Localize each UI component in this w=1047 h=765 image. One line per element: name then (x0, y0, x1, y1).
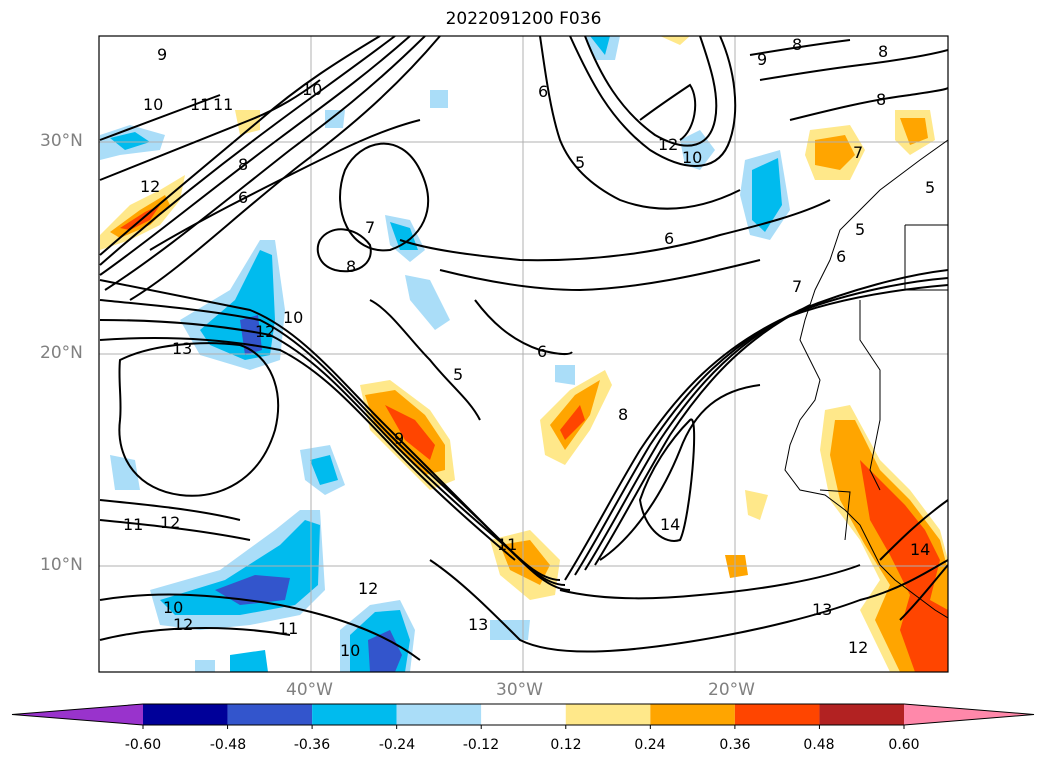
lon-label-40w: 40°W (286, 680, 333, 700)
contour-label: 8 (238, 155, 248, 174)
contour-labels: 9 10 11 11 10 12 8 6 7 8 6 5 12 10 9 8 8… (123, 35, 935, 660)
contour-label: 9 (757, 50, 767, 69)
contour-label: 10 (163, 598, 183, 617)
colorbar-tick: -0.36 (293, 737, 331, 753)
colorbar-tick: 0.36 (719, 737, 751, 753)
contour-label: 12 (658, 135, 678, 154)
contour-label: 10 (340, 641, 360, 660)
contour-label: 5 (855, 220, 865, 239)
colorbar-tick: 0.60 (888, 737, 920, 753)
colorbar-segment (734, 704, 820, 725)
colorbar-tick: 0.24 (634, 737, 666, 753)
contour-label: 6 (238, 188, 248, 207)
contour-label: 6 (836, 247, 846, 266)
lon-label-30w: 30°W (496, 680, 543, 700)
lat-label-10n: 10°N (40, 555, 83, 575)
map-title: 2022091200 F036 (445, 9, 602, 29)
lat-label-30n: 30°N (40, 131, 83, 151)
contour-label: 12 (848, 638, 868, 657)
contour-label: 5 (453, 365, 463, 384)
colorbar-tick: -0.24 (378, 737, 416, 753)
colorbar-tick: 0.48 (803, 737, 835, 753)
contour-label: 10 (302, 80, 322, 99)
colorbar-segment (12, 704, 143, 725)
contour-label: 8 (878, 42, 888, 61)
contour-label: 8 (792, 35, 802, 54)
plot-frame (98, 35, 949, 673)
colorbar-segment (481, 704, 566, 725)
contour-label: 13 (468, 615, 488, 634)
contour-label: 7 (365, 218, 375, 237)
colorbar-tick: -0.12 (462, 737, 500, 753)
contour-label: 11 (213, 95, 233, 114)
contour-label: 6 (538, 82, 548, 101)
contour-label: 7 (792, 277, 802, 296)
contour-label: 10 (143, 95, 163, 114)
contour-label: 10 (283, 308, 303, 327)
contour-label: 11 (123, 515, 143, 534)
contour-label: 8 (876, 90, 886, 109)
contour-label: 13 (812, 600, 832, 619)
colorbar-segment (904, 704, 1034, 725)
colorbar-tick: 0.12 (550, 737, 582, 753)
contour-label: 7 (853, 143, 863, 162)
contour-label: 12 (140, 177, 160, 196)
colorbar-tick: -0.48 (209, 737, 247, 753)
contours (99, 36, 948, 661)
colorbar-segment (143, 704, 228, 725)
colorbar-segment (396, 704, 482, 725)
contour-label: 5 (575, 153, 585, 172)
lat-label-20n: 20°N (40, 343, 83, 363)
contour-label: 10 (682, 148, 702, 167)
colorbar-segment (650, 704, 735, 725)
contour-label: 8 (346, 257, 356, 276)
colorbar-tick: -0.60 (124, 737, 162, 753)
contour-label: 6 (664, 229, 674, 248)
lon-label-20w: 20°W (708, 680, 755, 700)
contour-label: 12 (160, 513, 180, 532)
plot-area: 9 10 11 11 10 12 8 6 7 8 6 5 12 10 9 8 8… (99, 35, 948, 672)
contour-label: 14 (910, 540, 930, 559)
contour-label: 12 (358, 579, 378, 598)
contour-label: 13 (172, 339, 192, 358)
colorbar-segment (227, 704, 313, 725)
coastline (784, 139, 948, 619)
colorbar-segment (819, 704, 904, 725)
contour-label: 11 (278, 619, 298, 638)
contour-label: 6 (537, 342, 547, 361)
contour-label: 12 (255, 322, 275, 341)
colorbar-segment (312, 704, 397, 725)
colorbar-segment (565, 704, 651, 725)
contour-label: 12 (173, 615, 193, 634)
contour-label: 9 (157, 45, 167, 64)
contour-label: 9 (394, 429, 404, 448)
contour-label: 8 (618, 405, 628, 424)
contour-label: 11 (190, 95, 210, 114)
contour-label: 14 (660, 515, 680, 534)
colorbar (11, 703, 1035, 729)
shaded-anomalies (100, 36, 948, 672)
contour-label: 11 (497, 535, 517, 554)
contour-label: 5 (925, 178, 935, 197)
